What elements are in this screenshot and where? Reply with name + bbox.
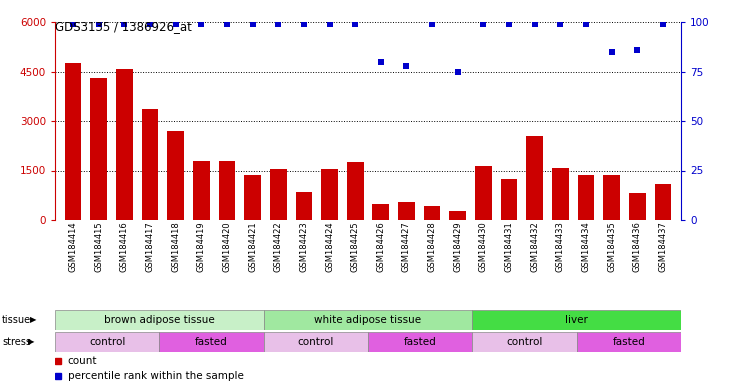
- Text: ▶: ▶: [28, 338, 34, 346]
- Bar: [264, 310, 472, 330]
- Point: [67, 21, 79, 27]
- Bar: [55, 332, 159, 352]
- Point: [246, 21, 258, 27]
- Text: brown adipose tissue: brown adipose tissue: [104, 315, 215, 325]
- Text: stress: stress: [2, 337, 31, 347]
- Point: [632, 46, 643, 53]
- Bar: [193, 161, 210, 220]
- Bar: [526, 136, 543, 220]
- Text: control: control: [507, 337, 542, 347]
- Point: [401, 63, 412, 69]
- Point: [606, 49, 618, 55]
- Text: control: control: [89, 337, 125, 347]
- Bar: [373, 204, 389, 220]
- Text: fasted: fasted: [195, 337, 228, 347]
- Bar: [398, 202, 414, 220]
- Bar: [64, 63, 81, 220]
- Bar: [142, 109, 159, 220]
- Bar: [159, 332, 264, 352]
- Bar: [472, 310, 681, 330]
- Bar: [450, 211, 466, 220]
- Point: [118, 21, 130, 27]
- Bar: [475, 166, 492, 220]
- Bar: [472, 332, 577, 352]
- Text: control: control: [298, 337, 334, 347]
- Text: liver: liver: [565, 315, 588, 325]
- Text: percentile rank within the sample: percentile rank within the sample: [67, 371, 243, 381]
- Bar: [167, 131, 184, 220]
- Point: [93, 21, 105, 27]
- Text: white adipose tissue: white adipose tissue: [314, 315, 422, 325]
- Point: [555, 21, 567, 27]
- Text: count: count: [67, 356, 97, 366]
- Bar: [577, 332, 681, 352]
- Point: [144, 21, 156, 27]
- Bar: [270, 169, 287, 220]
- Bar: [55, 310, 264, 330]
- Text: tissue: tissue: [2, 315, 31, 325]
- Bar: [577, 175, 594, 220]
- Point: [170, 21, 181, 27]
- Bar: [501, 179, 518, 220]
- Bar: [90, 78, 107, 220]
- Bar: [244, 175, 261, 220]
- Bar: [346, 162, 363, 220]
- Bar: [321, 169, 338, 220]
- Bar: [264, 332, 368, 352]
- Bar: [368, 332, 472, 352]
- Point: [221, 21, 232, 27]
- Point: [349, 21, 361, 27]
- Point: [657, 21, 669, 27]
- Bar: [629, 193, 645, 220]
- Text: GDS3135 / 1386926_at: GDS3135 / 1386926_at: [55, 20, 192, 33]
- Point: [477, 21, 489, 27]
- Bar: [219, 161, 235, 220]
- Text: fasted: fasted: [404, 337, 436, 347]
- Bar: [552, 168, 569, 220]
- Bar: [424, 206, 441, 220]
- Point: [273, 21, 284, 27]
- Point: [452, 68, 463, 74]
- Point: [529, 21, 541, 27]
- Bar: [603, 175, 620, 220]
- Point: [426, 21, 438, 27]
- Point: [195, 21, 207, 27]
- Text: ▶: ▶: [30, 316, 37, 324]
- Point: [580, 21, 592, 27]
- Bar: [655, 184, 671, 220]
- Bar: [295, 192, 312, 220]
- Point: [503, 21, 515, 27]
- Point: [375, 58, 387, 65]
- Text: fasted: fasted: [613, 337, 645, 347]
- Point: [324, 21, 336, 27]
- Bar: [116, 69, 132, 220]
- Point: [298, 21, 310, 27]
